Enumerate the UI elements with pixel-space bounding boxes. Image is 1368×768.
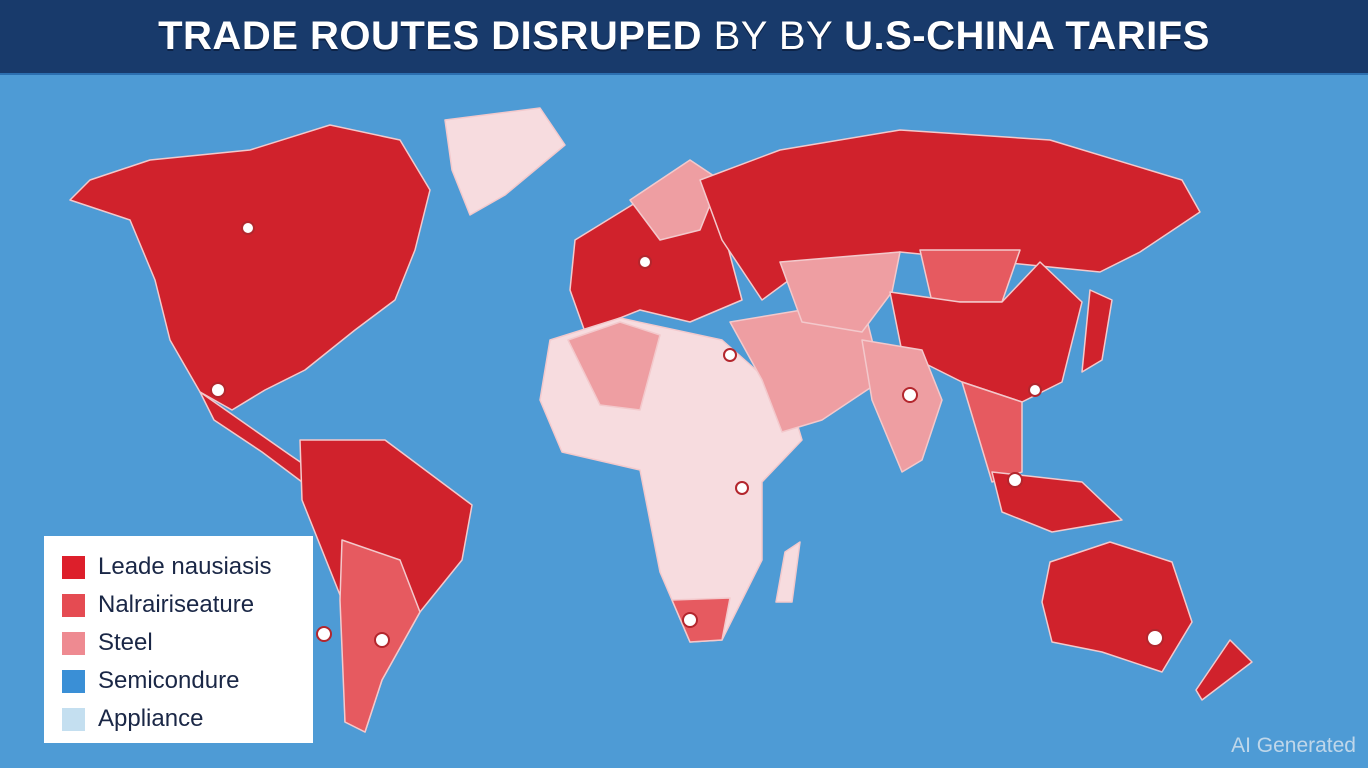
region-central-america	[199, 391, 313, 483]
legend-label: Leade nausiasis	[98, 553, 272, 580]
legend-item: Semicondure	[62, 662, 313, 700]
legend-item: Appliance	[62, 700, 313, 738]
route-marker[interactable]	[723, 348, 737, 362]
region-north-africa	[567, 321, 661, 411]
region-new-zealand	[1195, 639, 1253, 701]
ai-generated-watermark: AI Generated	[1231, 734, 1356, 757]
route-marker[interactable]	[374, 632, 390, 648]
legend-swatch	[62, 631, 85, 655]
route-marker[interactable]	[316, 626, 332, 642]
region-mongolia	[919, 249, 1021, 303]
region-south-africa	[671, 597, 731, 643]
legend-swatch	[62, 593, 85, 617]
region-indonesia	[991, 471, 1123, 533]
title-bar: TRADE ROUTES DISRUPED BY BY U.S-CHINA TA…	[0, 0, 1368, 75]
route-marker[interactable]	[682, 612, 698, 628]
title-part: U.S-CHINA TARIFS	[844, 14, 1210, 58]
region-north-america	[69, 124, 431, 411]
title-part: TRADE ROUTES DISRUPED	[158, 14, 702, 58]
region-greenland	[444, 107, 566, 216]
world-map	[69, 107, 1253, 733]
route-marker[interactable]	[638, 255, 652, 269]
region-china	[889, 261, 1083, 403]
region-madagascar	[775, 541, 801, 603]
legend-item: Nalrairiseature	[62, 586, 313, 624]
legend-swatch	[62, 669, 85, 693]
legend-label: Semicondure	[98, 667, 240, 694]
route-marker[interactable]	[241, 221, 255, 235]
legend-label: Nalrairiseature	[98, 591, 255, 618]
region-central-asia	[779, 251, 901, 333]
title-part: BY BY	[702, 14, 845, 58]
legend-item: Leade nausiasis	[62, 548, 313, 586]
route-marker[interactable]	[1028, 383, 1042, 397]
region-southeast-asia	[961, 381, 1023, 483]
legend-label: Steel	[98, 629, 153, 656]
legend-item: Steel	[62, 624, 313, 662]
map-title: TRADE ROUTES DISRUPED BY BY U.S-CHINA TA…	[158, 14, 1210, 59]
legend-swatch	[62, 555, 85, 579]
legend-swatch	[62, 707, 85, 731]
route-marker[interactable]	[902, 387, 918, 403]
region-japan	[1081, 289, 1113, 373]
legend: Leade nausiasis Nalrairiseature Steel Se…	[44, 536, 313, 743]
region-india	[861, 339, 943, 473]
route-marker[interactable]	[735, 481, 749, 495]
region-australia	[1041, 541, 1193, 673]
route-marker[interactable]	[1007, 472, 1023, 488]
route-marker[interactable]	[1146, 629, 1164, 647]
route-marker[interactable]	[210, 382, 226, 398]
legend-label: Appliance	[98, 705, 204, 732]
